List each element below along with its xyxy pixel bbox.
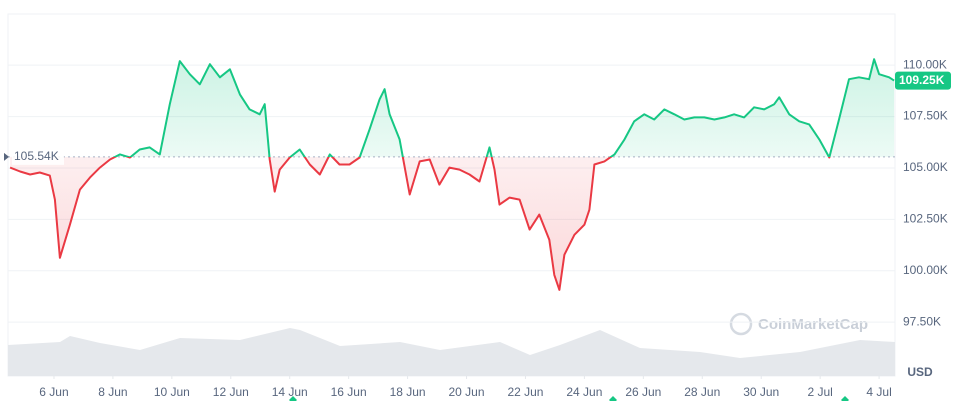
y-tick-label: 102.50K (903, 212, 948, 226)
x-tick-label: 22 Jun (507, 385, 543, 399)
price-area (10, 59, 895, 290)
last-price-box (895, 71, 951, 90)
x-tick-label: 28 Jun (684, 385, 720, 399)
x-tick-label: 26 Jun (625, 385, 661, 399)
x-tick-label: 4 Jul (866, 385, 891, 399)
axis-unit: USD (907, 365, 933, 379)
y-tick-label: 110.00K (903, 57, 947, 71)
x-tick-label: 10 Jun (154, 385, 190, 399)
x-tick-label: 16 Jun (331, 385, 367, 399)
x-tick-label: 8 Jun (98, 385, 127, 399)
x-tick-label: 6 Jun (39, 385, 68, 399)
watermark-logo (729, 312, 753, 336)
x-tick-label: 18 Jun (390, 385, 426, 399)
x-tick-label: 12 Jun (213, 385, 249, 399)
y-tick-label: 105.00K (903, 160, 948, 174)
volume-area (8, 328, 895, 376)
x-tick-label: 24 Jun (566, 385, 602, 399)
last-price-label: 109.25K (899, 73, 945, 87)
y-tick-label: 97.50K (903, 314, 941, 328)
y-tick-label: 100.00K (903, 263, 948, 277)
x-tick-label: 14 Jun (272, 385, 308, 399)
baseline-label: 105.54K (14, 149, 59, 163)
x-tick-label: 2 Jul (807, 385, 832, 399)
watermark: CoinMarketCap (729, 312, 868, 336)
baseline-arrow (4, 152, 9, 161)
x-tick-label: 20 Jun (449, 385, 485, 399)
x-tick-label: 30 Jun (743, 385, 779, 399)
y-tick-label: 107.50K (903, 109, 948, 123)
price-line (9, 58, 895, 291)
baseline-label-bg (12, 148, 64, 165)
watermark-text: CoinMarketCap (758, 316, 868, 333)
